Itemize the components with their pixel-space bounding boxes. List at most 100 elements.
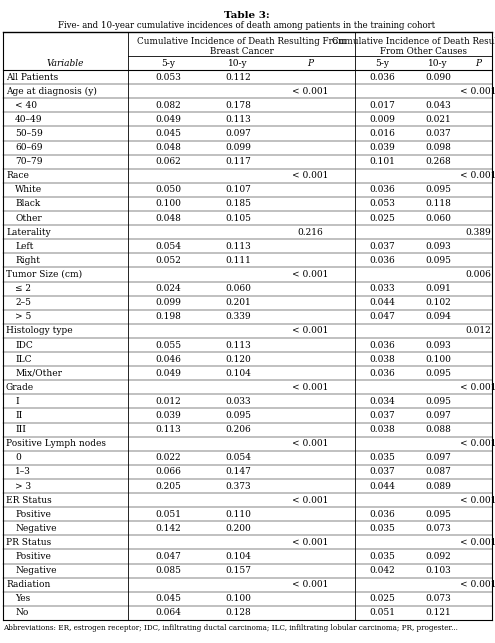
Text: 0.088: 0.088 [425,425,451,434]
Text: 0.055: 0.055 [155,341,181,350]
Text: 0.099: 0.099 [155,298,181,307]
Text: 0.102: 0.102 [425,298,451,307]
Text: 0.047: 0.047 [155,552,181,561]
Text: 0.036: 0.036 [369,185,395,194]
Text: 0.094: 0.094 [425,312,451,322]
Text: 0.082: 0.082 [155,101,181,110]
Text: IDC: IDC [15,341,33,350]
Text: 0.036: 0.036 [369,368,395,377]
Text: Race: Race [6,171,29,180]
Text: Histology type: Histology type [6,327,73,336]
Text: < 0.001: < 0.001 [292,580,328,589]
Text: < 0.001: < 0.001 [292,496,328,505]
Text: 60–69: 60–69 [15,143,43,152]
Text: ER Status: ER Status [6,496,52,505]
Text: 0.216: 0.216 [297,228,323,237]
Text: 0.036: 0.036 [369,256,395,265]
Text: < 40: < 40 [15,101,37,110]
Text: < 0.001: < 0.001 [292,327,328,336]
Text: 0.090: 0.090 [425,73,451,82]
Text: 0.060: 0.060 [225,284,251,293]
Text: 0.045: 0.045 [155,129,181,138]
Text: 0.142: 0.142 [155,524,181,533]
Text: 0.099: 0.099 [225,143,251,152]
Text: Grade: Grade [6,383,34,392]
Text: > 5: > 5 [15,312,31,322]
Text: 0.012: 0.012 [465,327,491,336]
Text: 0.092: 0.092 [425,552,451,561]
Text: 0.054: 0.054 [155,242,181,251]
Text: < 0.001: < 0.001 [460,171,495,180]
Text: 0.089: 0.089 [425,482,451,491]
Text: Mix/Other: Mix/Other [15,368,62,377]
Text: 0.100: 0.100 [225,594,251,603]
Text: 0.035: 0.035 [369,524,395,533]
Text: Other: Other [15,213,42,222]
Text: 0.111: 0.111 [225,256,251,265]
Text: Yes: Yes [15,594,30,603]
Text: 0.012: 0.012 [155,397,181,406]
Text: 0.198: 0.198 [155,312,181,322]
Text: 0.050: 0.050 [155,185,181,194]
Text: ≤ 2: ≤ 2 [15,284,31,293]
Text: 0.389: 0.389 [465,228,491,237]
Text: 50–59: 50–59 [15,129,43,138]
Text: 0.016: 0.016 [369,129,395,138]
Text: < 0.001: < 0.001 [460,580,495,589]
Text: 0.095: 0.095 [225,411,251,420]
Text: 0.268: 0.268 [425,157,451,166]
Text: 0.025: 0.025 [369,213,395,222]
Text: 0.206: 0.206 [225,425,251,434]
Text: 0.120: 0.120 [225,354,251,363]
Text: 0.095: 0.095 [425,185,451,194]
Text: Positive: Positive [15,510,51,519]
Text: 0.121: 0.121 [425,608,451,617]
Text: 0.037: 0.037 [369,411,395,420]
Text: 5-y: 5-y [161,59,175,68]
Text: 0.100: 0.100 [425,354,451,363]
Text: 2–5: 2–5 [15,298,31,307]
Text: 0.373: 0.373 [225,482,251,491]
Text: 0.091: 0.091 [425,284,451,293]
Text: 0.073: 0.073 [425,524,451,533]
Text: I: I [15,397,19,406]
Text: III: III [15,425,26,434]
Text: 0.110: 0.110 [225,510,251,519]
Text: 0.107: 0.107 [225,185,251,194]
Text: Right: Right [15,256,40,265]
Text: 0.147: 0.147 [225,467,251,476]
Text: 0.038: 0.038 [369,354,395,363]
Text: Table 3:: Table 3: [224,11,270,20]
Text: 0.100: 0.100 [155,199,181,208]
Text: 0.185: 0.185 [225,199,251,208]
Text: 0.035: 0.035 [369,552,395,561]
Text: 0.118: 0.118 [425,199,451,208]
Text: < 0.001: < 0.001 [292,439,328,448]
Text: 0.045: 0.045 [155,594,181,603]
Text: < 0.001: < 0.001 [460,87,495,96]
Text: 0.021: 0.021 [425,115,451,124]
Text: No: No [15,608,28,617]
Text: 0.200: 0.200 [225,524,251,533]
Text: 0.157: 0.157 [225,566,251,575]
Text: 0.095: 0.095 [425,510,451,519]
Text: 0.042: 0.042 [369,566,395,575]
Text: 0.046: 0.046 [155,354,181,363]
Text: 0.113: 0.113 [225,341,251,350]
Text: < 0.001: < 0.001 [460,496,495,505]
Text: 0.087: 0.087 [425,467,451,476]
Text: 0.009: 0.009 [369,115,395,124]
Text: 0.095: 0.095 [425,256,451,265]
Text: 0.025: 0.025 [369,594,395,603]
Text: 0.049: 0.049 [155,368,181,377]
Text: Laterality: Laterality [6,228,51,237]
Text: < 0.001: < 0.001 [292,383,328,392]
Text: 0.113: 0.113 [155,425,181,434]
Text: 0.017: 0.017 [369,101,395,110]
Text: 1–3: 1–3 [15,467,31,476]
Text: 10-y: 10-y [428,59,448,68]
Text: Five- and 10-year cumulative incidences of death among patients in the training : Five- and 10-year cumulative incidences … [58,21,436,30]
Text: 0.044: 0.044 [369,298,395,307]
Text: 0.113: 0.113 [225,242,251,251]
Text: Negative: Negative [15,524,56,533]
